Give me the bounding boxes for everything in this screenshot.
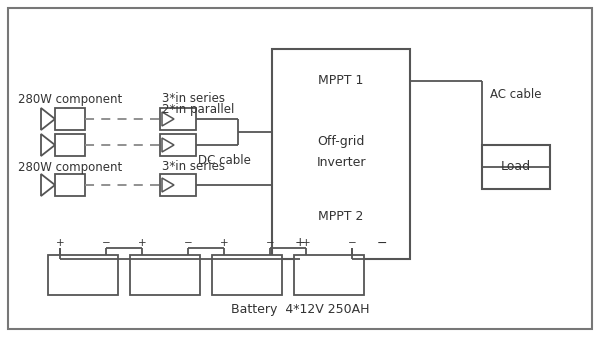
Text: DC cable: DC cable [198, 154, 251, 167]
Bar [48, 255, 118, 295]
Bar [160, 134, 196, 156]
Text: Off-grid: Off-grid [317, 135, 365, 149]
Text: 280W component: 280W component [18, 160, 122, 174]
Bar [55, 174, 85, 196]
Text: −: − [377, 237, 387, 249]
Polygon shape [162, 138, 174, 152]
Bar [160, 174, 196, 196]
Polygon shape [41, 108, 55, 130]
Bar [294, 255, 364, 295]
Text: +: + [220, 238, 229, 248]
Text: 280W component: 280W component [18, 92, 122, 105]
Text: −: − [101, 238, 110, 248]
Text: +: + [295, 237, 305, 249]
Polygon shape [162, 112, 174, 126]
Polygon shape [162, 178, 174, 192]
Text: +: + [56, 238, 64, 248]
Bar [130, 255, 200, 295]
Polygon shape [41, 174, 55, 196]
Bar [55, 134, 85, 156]
Polygon shape [41, 134, 55, 156]
Text: MPPT 1: MPPT 1 [319, 74, 364, 88]
Text: +: + [137, 238, 146, 248]
Bar [160, 108, 196, 130]
Bar [55, 108, 85, 130]
Bar [482, 145, 550, 189]
Bar [272, 49, 410, 259]
Text: Inverter: Inverter [316, 155, 366, 168]
Text: +: + [302, 238, 310, 248]
Text: −: − [266, 238, 274, 248]
Text: −: − [347, 238, 356, 248]
Bar [212, 255, 282, 295]
Text: Load: Load [501, 160, 531, 174]
Text: Battery  4*12V 250AH: Battery 4*12V 250AH [231, 303, 369, 315]
Text: MPPT 2: MPPT 2 [319, 211, 364, 223]
Text: 3*in series: 3*in series [162, 92, 225, 105]
Text: 2*in parallel: 2*in parallel [162, 103, 235, 117]
Text: −: − [184, 238, 193, 248]
Text: 3*in series: 3*in series [162, 160, 225, 174]
Text: AC cable: AC cable [490, 89, 542, 101]
